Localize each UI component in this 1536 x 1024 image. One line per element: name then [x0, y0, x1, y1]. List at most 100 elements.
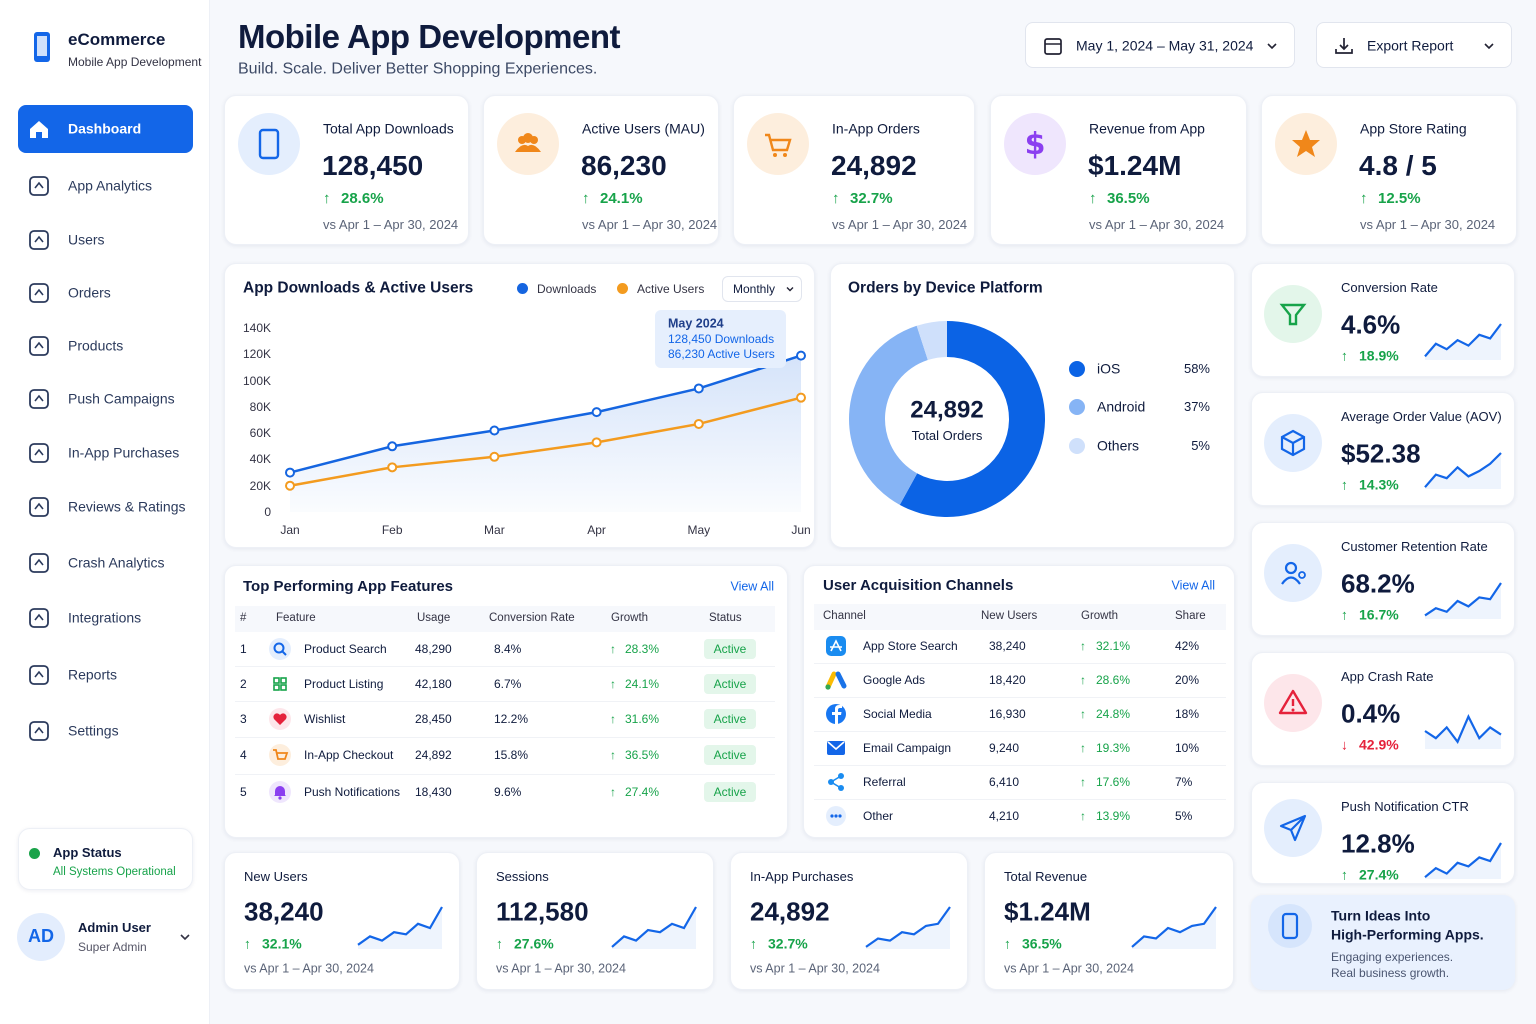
feature-conversion: 12.2% [494, 711, 529, 726]
row-divider [814, 663, 1226, 664]
kpi-compare: vs Apr 1 – Apr 30, 2024 [832, 217, 968, 233]
header-row-bg [814, 604, 1226, 630]
row-rank: 4 [240, 747, 247, 762]
app-status-card: App Status All Systems Operational [18, 828, 193, 890]
icon [28, 607, 50, 629]
channel-users: 18,420 [989, 672, 1026, 687]
icon [825, 805, 847, 827]
period-select[interactable]: Monthly [722, 276, 802, 302]
metric-card: App Crash Rate 0.4% ↓ 42.9% [1251, 652, 1515, 766]
sparkline [357, 906, 443, 949]
channel-growth: 28.6% [1096, 672, 1131, 687]
icon [28, 388, 50, 410]
status-title: App Status [53, 845, 122, 861]
sparkline-line [1424, 452, 1502, 488]
stat-value: $1.24M [1004, 896, 1091, 927]
kpi-label: Total App Downloads [323, 120, 454, 137]
promo-title: High-Performing Apps. [1331, 926, 1484, 943]
promo-text: Engaging experiences. [1331, 949, 1454, 964]
metric-label: Conversion Rate [1341, 280, 1438, 296]
nav-item: Integrations [68, 609, 142, 626]
donut-slice [916, 321, 947, 361]
icon-graphic [1335, 38, 1353, 54]
table-header: Feature [276, 612, 316, 625]
channel-name: Social Media [863, 706, 932, 721]
row-divider [814, 765, 1226, 766]
metric-arrow: ↓ [1341, 736, 1348, 753]
feature-status: Active [713, 747, 747, 762]
row-divider [235, 774, 775, 775]
x-tick-label: Feb [381, 522, 403, 537]
stat-arrow: ↑ [244, 935, 251, 952]
kpi-compare: vs Apr 1 – Apr 30, 2024 [582, 217, 718, 233]
icon-graphic [826, 806, 846, 826]
channel-share: 7% [1175, 774, 1193, 789]
metric-value: 68.2% [1341, 568, 1415, 599]
point [693, 383, 704, 394]
feature-conversion: 8.4% [494, 641, 522, 656]
table-title: Top Performing App Features [243, 578, 454, 595]
x-tick-label: Jan [280, 522, 300, 537]
sparkline-area [1425, 843, 1501, 879]
icon-graphic [1275, 113, 1337, 175]
icon-graphic [29, 389, 49, 409]
icon-graphic [29, 230, 49, 250]
tooltip: May 2024 128,450 Downloads 86,230 Active U… [655, 310, 786, 368]
channel-share: 5% [1175, 808, 1193, 823]
icon [28, 175, 50, 197]
metric-card: Push Notification CTR 12.8% ↑ 27.4% [1251, 782, 1515, 884]
channel-users: 9,240 [989, 740, 1020, 755]
icon-graphic [29, 608, 49, 628]
table-header: Channel [823, 610, 866, 623]
icon [825, 635, 847, 657]
sparkline-line [1424, 842, 1502, 879]
table-header: Usage [417, 612, 451, 625]
sparkline [865, 906, 951, 949]
icon [1264, 414, 1322, 472]
channel-name: Other [863, 808, 894, 823]
feature-growth: 24.1% [625, 676, 660, 691]
metric-label: Push Notification CTR [1341, 799, 1469, 815]
channel-growth: 13.9% [1096, 808, 1131, 823]
metric-card: Conversion Rate 4.6% ↑ 18.9% [1251, 263, 1515, 377]
channel-growth: 24.8% [1096, 706, 1131, 721]
kpi-arrow: ↑ [832, 190, 840, 207]
row-divider [235, 666, 775, 667]
export-button[interactable]: Export Report [1316, 22, 1512, 68]
sparkline-area [1425, 716, 1501, 749]
metric-value: 4.6% [1341, 309, 1401, 340]
point [796, 392, 806, 403]
stat-change: 27.6% [514, 935, 554, 952]
icon-graphic [29, 176, 49, 196]
stat-compare: vs Apr 1 – Apr 30, 2024 [1004, 961, 1134, 976]
icon-graphic [269, 708, 291, 730]
icon [28, 496, 50, 518]
metric-arrow: ↑ [1341, 347, 1348, 364]
legend-dot [1069, 438, 1085, 454]
table-title: User Acquisition Channels [823, 577, 1014, 594]
view-all-link: View All [1171, 578, 1215, 593]
icon-graphic [29, 336, 49, 356]
date-picker[interactable]: May 1, 2024 – May 31, 2024 [1025, 22, 1295, 68]
line-chart [285, 350, 806, 512]
feature-status: Active [713, 676, 747, 691]
row-divider [235, 701, 775, 702]
feature-growth: 31.6% [625, 711, 660, 726]
nav-item: Reports [68, 666, 118, 683]
stat-label: In-App Purchases [750, 869, 854, 885]
icon-graphic [1264, 674, 1322, 732]
tooltip-title: May 2024 [668, 316, 724, 331]
legend-value: 58% [1183, 361, 1210, 377]
icon-graphic [825, 671, 847, 690]
metric-card: Average Order Value (AOV) $52.38 ↑ 14.3% [1251, 392, 1515, 506]
icon-graphic [1044, 38, 1062, 55]
stat-card: In-App Purchases 24,892 ↑ 32.7% vs Apr 1 – A… [730, 852, 968, 990]
icon [26, 31, 58, 63]
icon [28, 442, 50, 464]
stat-value: 24,892 [750, 896, 830, 927]
stat-arrow: ↑ [1004, 935, 1011, 952]
icon [825, 669, 847, 691]
kpi-change: 24.1% [600, 190, 643, 207]
icon-graphic [269, 638, 291, 660]
avatar-initials: AD [28, 926, 54, 947]
